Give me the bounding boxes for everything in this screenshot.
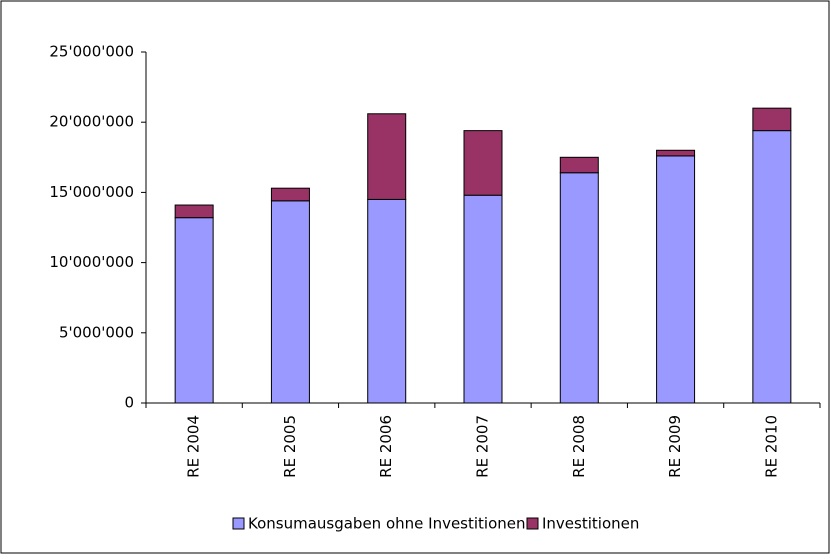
bar [463, 130, 503, 196]
bar [270, 187, 310, 202]
legend-swatch [232, 517, 245, 530]
y-tick-label: 25'000'000 [49, 43, 134, 61]
bar [656, 149, 696, 157]
x-tick-label: RE 2010 [762, 415, 780, 478]
y-tick-label: 10'000'000 [49, 253, 134, 271]
y-tick-label: 15'000'000 [49, 183, 134, 201]
y-tick-label: 5'000'000 [59, 323, 134, 341]
x-tick-label: RE 2004 [185, 415, 203, 478]
bar [270, 200, 310, 404]
x-tick-label: RE 2005 [281, 415, 299, 478]
y-tick-label: 20'000'000 [49, 113, 134, 131]
x-tick-label: RE 2009 [666, 415, 684, 478]
bar [752, 107, 792, 132]
y-tick-label: 0 [124, 394, 134, 412]
legend-label: Investitionen [542, 515, 639, 533]
bar [367, 113, 407, 200]
x-tick-label: RE 2006 [377, 415, 395, 478]
bar [174, 204, 214, 219]
x-tick-label: RE 2007 [474, 415, 492, 478]
bar [752, 130, 792, 404]
legend-label: Konsumausgaben ohne Investitionen [248, 515, 526, 533]
x-tick-label: RE 2008 [570, 415, 588, 478]
bar [463, 194, 503, 404]
bar [656, 155, 696, 404]
legend-swatch [526, 517, 539, 530]
bar [559, 156, 599, 174]
bar [174, 217, 214, 404]
bar [367, 198, 407, 404]
bar [559, 172, 599, 404]
